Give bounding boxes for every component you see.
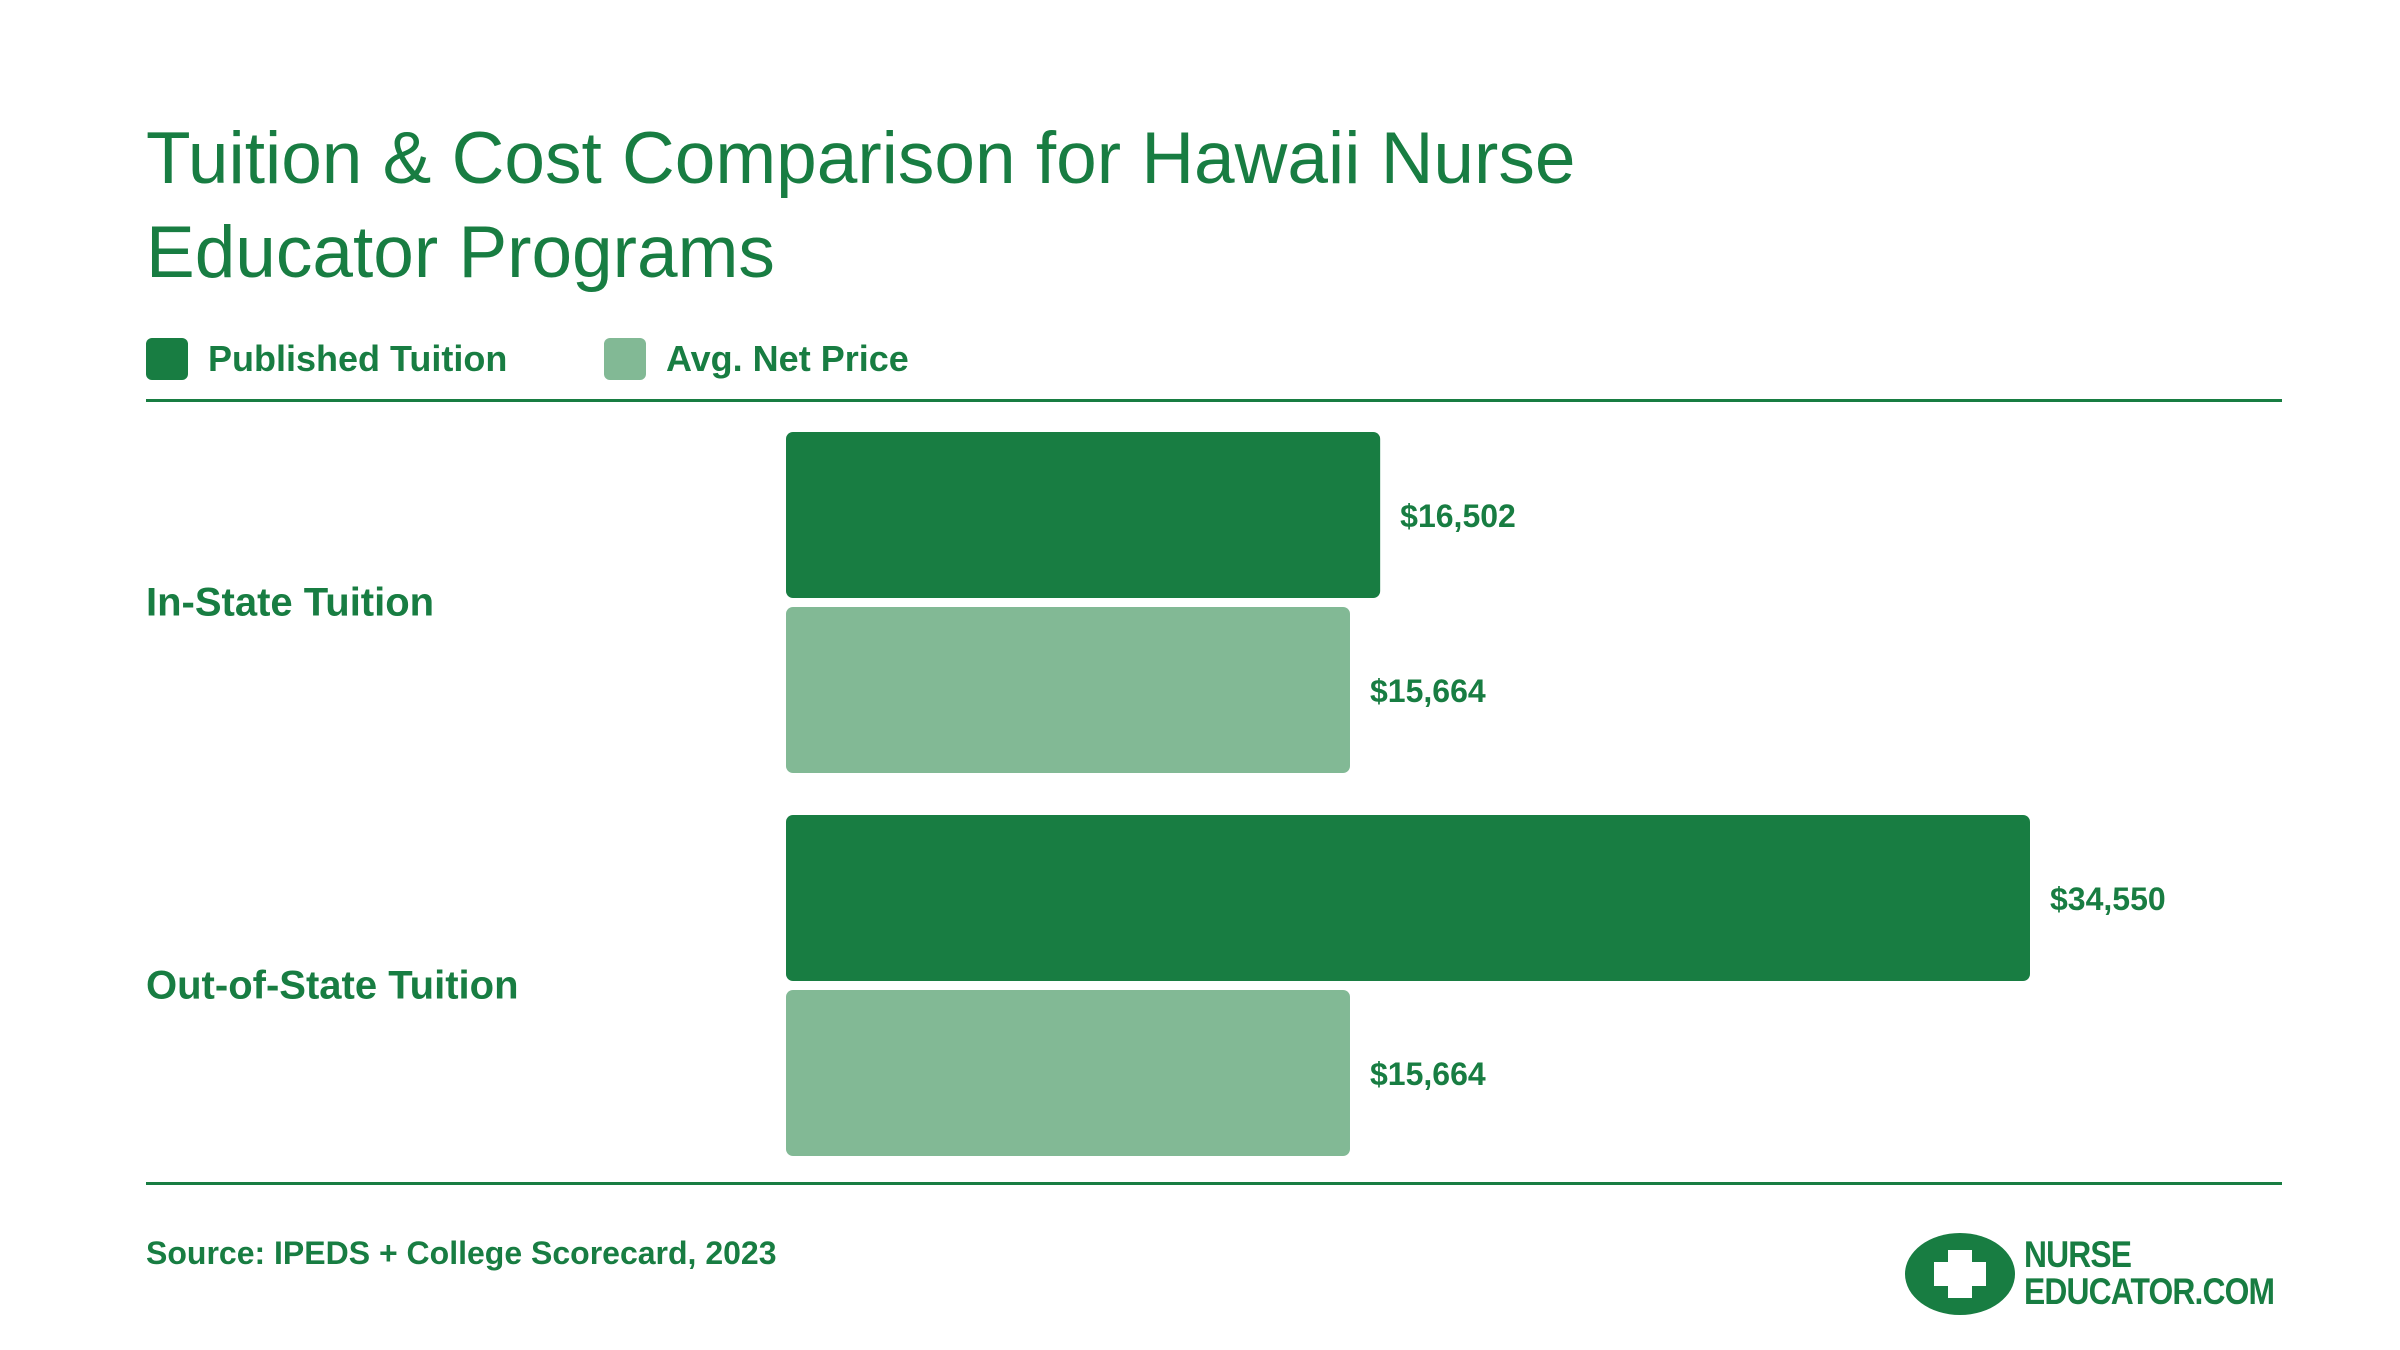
legend-label-avg-net-price: Avg. Net Price [666,338,909,379]
source-note: Source: IPEDS + College Scorecard, 2023 [146,1235,777,1271]
bar-published-tuition-out-of-state-tuition [786,815,2030,981]
data-label-published-tuition-in-state-tuition: $16,502 [1400,498,1516,534]
legend-swatch-published-tuition [146,338,188,380]
legend-item-avg-net-price: Avg. Net Price [604,336,909,382]
data-label-avg-net-price-out-of-state-tuition: $15,664 [1370,1056,1486,1092]
data-label-avg-net-price-in-state-tuition: $15,664 [1370,673,1486,709]
category-label-out-of-state-tuition: Out-of-State Tuition [146,964,519,1008]
logo-text: NURSE EDUCATOR.COM [2024,1234,2275,1312]
legend-label-published-tuition: Published Tuition [208,338,508,379]
bottom-divider [146,1182,2282,1185]
nurse-educator-logo[interactable]: NURSE EDUCATOR.COM [1904,1232,2275,1316]
cross-icon [1905,1233,2015,1315]
legend-swatch-avg-net-price [604,338,646,380]
bar-avg-net-price-in-state-tuition [786,607,1350,773]
logo-line-2: EDUCATOR.COM [2024,1271,2275,1312]
chart-title: Tuition & Cost Comparison for Hawaii Nur… [146,118,1576,293]
bar-avg-net-price-out-of-state-tuition [786,990,1350,1156]
data-label-published-tuition-out-of-state-tuition: $34,550 [2050,881,2166,917]
legend-item-published-tuition: Published Tuition [146,336,507,382]
logo-line-1: NURSE [2024,1234,2132,1275]
top-divider [146,399,2282,402]
bar-published-tuition-in-state-tuition [786,432,1381,598]
category-label-in-state-tuition: In-State Tuition [146,581,434,625]
